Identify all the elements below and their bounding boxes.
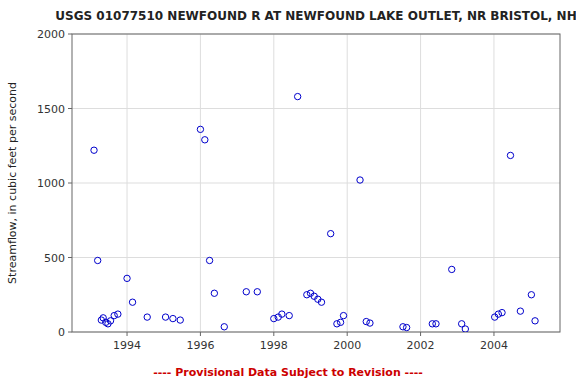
point bbox=[507, 152, 513, 158]
point bbox=[403, 324, 409, 330]
point bbox=[532, 318, 538, 324]
x-tick bbox=[420, 332, 421, 336]
x-tick bbox=[347, 332, 348, 336]
grid-line-y bbox=[72, 183, 560, 184]
point bbox=[211, 290, 217, 296]
point bbox=[327, 230, 333, 236]
point bbox=[294, 93, 300, 99]
x-tick-label: 1996 bbox=[186, 339, 214, 352]
point bbox=[170, 315, 176, 321]
y-tick bbox=[68, 34, 72, 35]
point bbox=[499, 309, 505, 315]
point bbox=[337, 319, 343, 325]
x-tick-label: 1998 bbox=[260, 339, 288, 352]
point bbox=[221, 324, 227, 330]
point bbox=[243, 289, 249, 295]
x-tick-label: 2004 bbox=[480, 339, 508, 352]
x-tick bbox=[273, 332, 274, 336]
point bbox=[254, 289, 260, 295]
point bbox=[271, 315, 277, 321]
x-tick bbox=[127, 332, 128, 336]
y-tick-label: 1000 bbox=[37, 177, 65, 190]
point bbox=[318, 299, 324, 305]
point bbox=[144, 314, 150, 320]
x-tick-label: 2002 bbox=[407, 339, 435, 352]
plot-frame bbox=[72, 34, 560, 332]
point bbox=[197, 126, 203, 132]
point bbox=[279, 311, 285, 317]
point bbox=[304, 292, 310, 298]
point bbox=[162, 314, 168, 320]
y-tick-label: 500 bbox=[44, 252, 65, 265]
point bbox=[433, 321, 439, 327]
point bbox=[177, 317, 183, 323]
y-tick bbox=[68, 332, 72, 333]
title: USGS 01077510 NEWFOUND R AT NEWFOUND LAK… bbox=[55, 9, 576, 23]
x-tick bbox=[200, 332, 201, 336]
background bbox=[0, 0, 576, 384]
point bbox=[495, 311, 501, 317]
y-tick bbox=[68, 108, 72, 109]
point bbox=[449, 266, 455, 272]
point bbox=[517, 308, 523, 314]
y-tick bbox=[68, 257, 72, 258]
point bbox=[111, 312, 117, 318]
point bbox=[367, 320, 373, 326]
point bbox=[286, 312, 292, 318]
point bbox=[202, 137, 208, 143]
point bbox=[357, 177, 363, 183]
footer: ---- Provisional Data Subject to Revisio… bbox=[153, 366, 423, 379]
points bbox=[91, 93, 538, 332]
point bbox=[334, 321, 340, 327]
point bbox=[124, 275, 130, 281]
chart: 1994 1996 1998 2000 2002 2004 0 500 1000 1500 2000… bbox=[0, 0, 576, 384]
point bbox=[129, 299, 135, 305]
x-tick-label: 2000 bbox=[333, 339, 361, 352]
y-tick bbox=[68, 183, 72, 184]
y-axis-label: Streamflow, in cubic feet per second bbox=[6, 82, 19, 284]
point bbox=[462, 326, 468, 332]
grid bbox=[72, 34, 560, 332]
grid-line-y bbox=[72, 108, 560, 109]
x-tick-label: 1994 bbox=[113, 339, 141, 352]
x-tick bbox=[493, 332, 494, 336]
point bbox=[363, 318, 369, 324]
point bbox=[206, 257, 212, 263]
y-tick-label: 1500 bbox=[37, 103, 65, 116]
point bbox=[340, 312, 346, 318]
point bbox=[94, 257, 100, 263]
grid-line-y bbox=[72, 257, 560, 258]
point bbox=[528, 292, 534, 298]
point bbox=[115, 311, 121, 317]
y-tick-label: 2000 bbox=[37, 28, 65, 41]
point bbox=[91, 147, 97, 153]
y-tick-label: 0 bbox=[58, 326, 65, 339]
axes: 1994 1996 1998 2000 2002 2004 0 500 1000 1500 2000 bbox=[37, 28, 508, 352]
